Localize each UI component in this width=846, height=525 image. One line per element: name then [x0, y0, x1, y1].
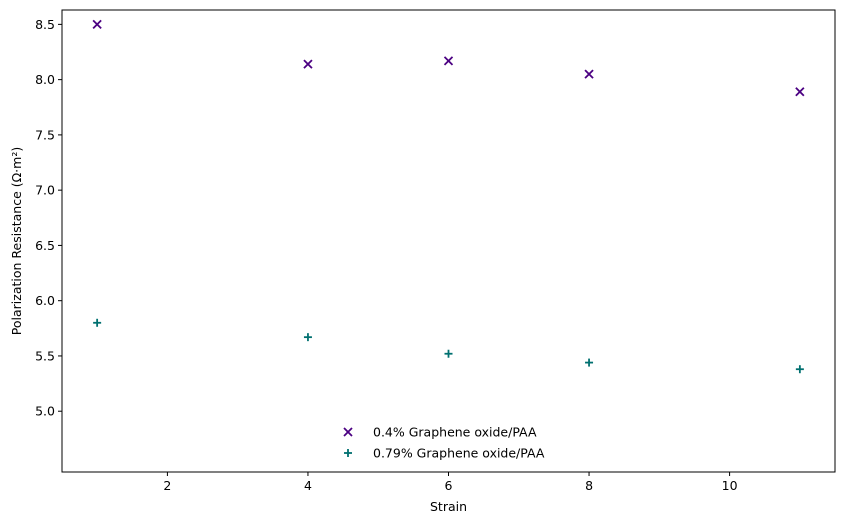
- y-axis-ticks: 5.0 5.5 6.0 6.5 7.0 7.5 8.0 8.5: [35, 17, 62, 419]
- y-tick-label: 8.5: [35, 17, 55, 32]
- data-point-series-1: [584, 69, 594, 79]
- legend-entry-2: 0.79% Graphene oxide/PAA: [373, 446, 545, 461]
- data-point-series-2: [795, 365, 804, 374]
- y-axis-label: Polarization Resistance (Ω·m²): [9, 147, 24, 335]
- data-point-series-1: [92, 19, 102, 30]
- x-tick-label: 8: [585, 478, 593, 493]
- data-point-series-2: [585, 358, 594, 367]
- y-tick-label: 5.0: [35, 404, 55, 419]
- y-tick-label: 5.5: [35, 348, 55, 363]
- legend: 0.4% Graphene oxide/PAA 0.79% Graphene ox…: [343, 425, 545, 461]
- y-tick-label: 6.5: [35, 238, 55, 253]
- y-tick-label: 8.0: [35, 72, 55, 87]
- legend-marker-1: [343, 427, 353, 437]
- data-point-series-1: [303, 59, 313, 69]
- x-tick-label: 10: [722, 478, 738, 493]
- data-points: [92, 19, 805, 374]
- data-point-series-2: [444, 349, 453, 358]
- data-point-series-2: [303, 333, 312, 342]
- x-tick-label: 2: [163, 478, 171, 493]
- x-axis-label: Strain: [430, 499, 467, 514]
- data-point-series-1: [443, 56, 454, 66]
- x-tick-label: 6: [445, 478, 453, 493]
- y-tick-label: 7.5: [35, 127, 55, 142]
- legend-entry-1: 0.4% Graphene oxide/PAA: [373, 425, 537, 440]
- data-point-series-2: [93, 318, 102, 327]
- plot-area: [61, 9, 836, 473]
- y-tick-label: 6.0: [35, 293, 55, 308]
- legend-marker-2: [344, 449, 352, 457]
- data-point-series-1: [795, 87, 805, 97]
- x-tick-label: 4: [304, 478, 312, 493]
- y-tick-label: 7.0: [35, 183, 55, 198]
- x-axis-ticks: 2 4 6 8 10: [163, 472, 738, 493]
